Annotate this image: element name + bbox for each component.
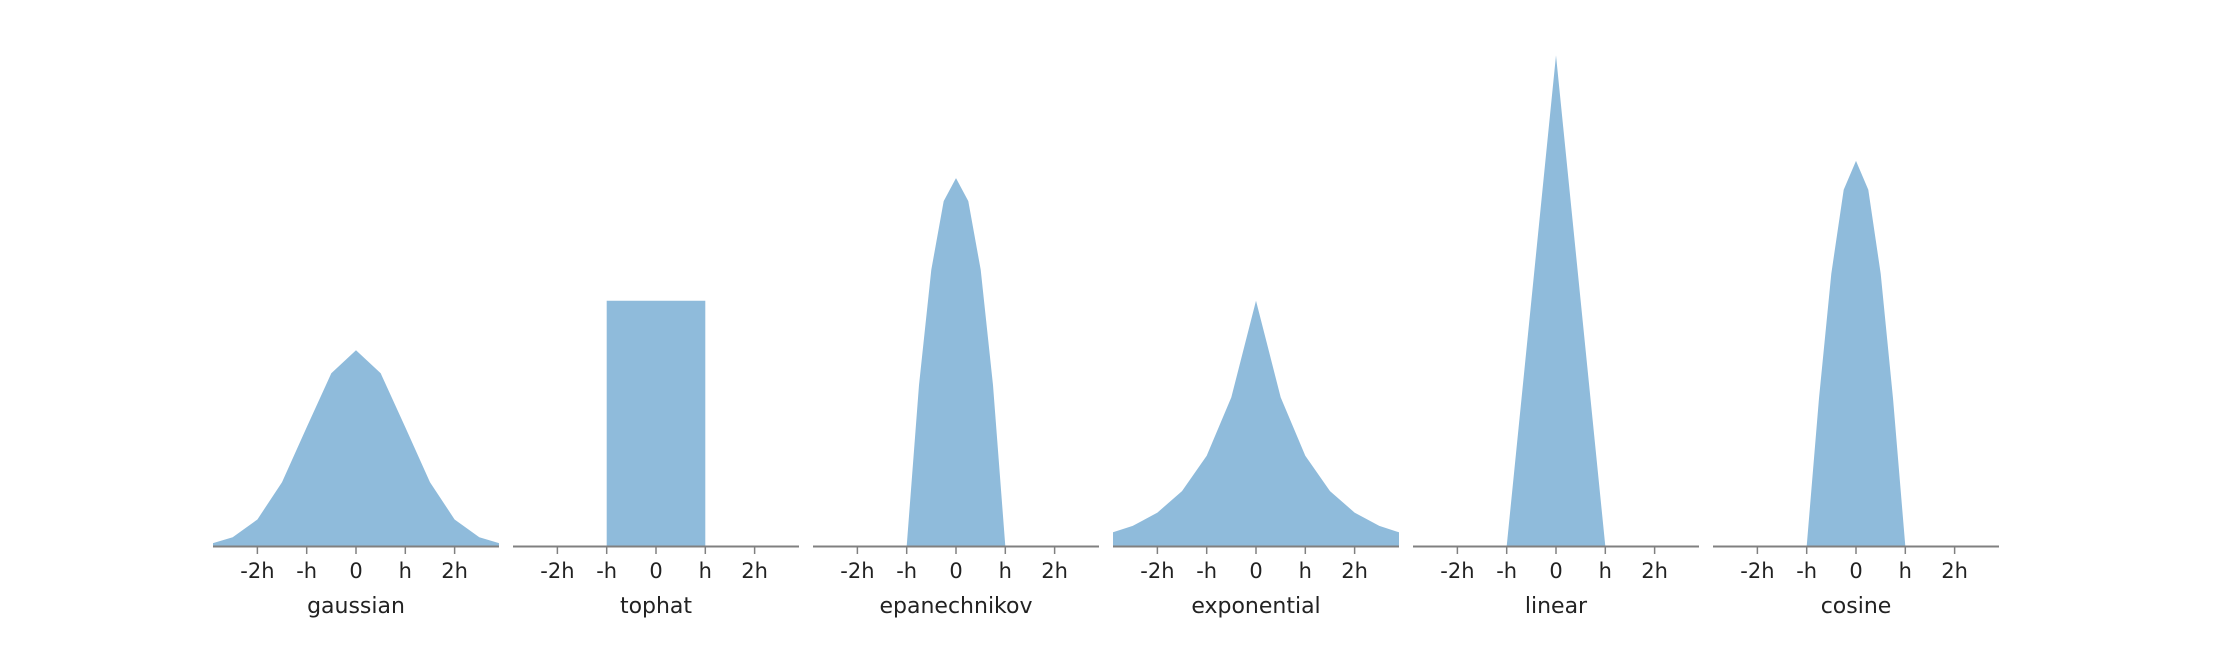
x-tick-label: 2h	[1941, 559, 1968, 583]
x-tick-label: 0	[1849, 559, 1862, 583]
x-tick-label: 2h	[441, 559, 468, 583]
x-tick-label: -h	[1496, 559, 1517, 583]
x-tick-label: 0	[949, 559, 962, 583]
x-tick-label: 2h	[1641, 559, 1668, 583]
kernel-panel-1: -2h -h 0 h 2h tophat	[513, 300, 799, 619]
kernel-panel-3: -2h -h 0 h 2h exponential	[1113, 300, 1399, 619]
x-tick-label: h	[1899, 559, 1912, 583]
panel-label: exponential	[1191, 594, 1320, 619]
x-tick-label: h	[999, 559, 1012, 583]
x-tick-label: -h	[596, 559, 617, 583]
x-tick-label: -h	[296, 559, 317, 583]
x-tick-label: 0	[1249, 559, 1262, 583]
kernel-area	[1413, 55, 1699, 547]
x-tick-label: h	[1599, 559, 1612, 583]
kernel-area	[813, 178, 1099, 546]
x-tick-label: 2h	[1341, 559, 1368, 583]
x-tick-label: -2h	[240, 559, 274, 583]
x-tick-label: -2h	[1440, 559, 1474, 583]
x-tick-label: h	[399, 559, 412, 583]
x-tick-label: -2h	[1140, 559, 1174, 583]
kernel-panel-2: -2h -h 0 h 2h epanechnikov	[813, 178, 1099, 619]
kernel-area	[513, 300, 799, 546]
panel-label: cosine	[1821, 594, 1892, 619]
panel-label: tophat	[620, 594, 692, 619]
panel-label: gaussian	[307, 594, 405, 619]
kernel-area	[1713, 160, 1999, 546]
kernel-panel-0: -2h -h 0 h 2h gaussian	[213, 350, 499, 619]
kernel-panel-4: -2h -h 0 h 2h linear	[1413, 55, 1699, 619]
panel-label: linear	[1525, 594, 1588, 619]
x-tick-label: 2h	[1041, 559, 1068, 583]
panel-label: epanechnikov	[880, 594, 1033, 619]
x-tick-label: h	[1299, 559, 1312, 583]
x-tick-label: -2h	[840, 559, 874, 583]
x-tick-label: -h	[1796, 559, 1817, 583]
x-tick-label: -2h	[540, 559, 574, 583]
kernel-panel-5: -2h -h 0 h 2h cosine	[1713, 160, 1999, 619]
x-tick-label: 0	[1549, 559, 1562, 583]
kernel-area	[1113, 300, 1399, 546]
x-tick-label: h	[699, 559, 712, 583]
x-tick-label: 0	[649, 559, 662, 583]
x-tick-label: -h	[1196, 559, 1217, 583]
x-tick-label: -2h	[1740, 559, 1774, 583]
x-tick-label: 0	[349, 559, 362, 583]
x-tick-label: 2h	[741, 559, 768, 583]
x-tick-label: -h	[896, 559, 917, 583]
kernel-area	[213, 350, 499, 546]
